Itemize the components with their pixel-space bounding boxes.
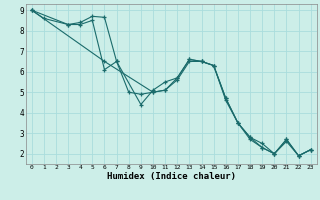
X-axis label: Humidex (Indice chaleur): Humidex (Indice chaleur) xyxy=(107,172,236,181)
